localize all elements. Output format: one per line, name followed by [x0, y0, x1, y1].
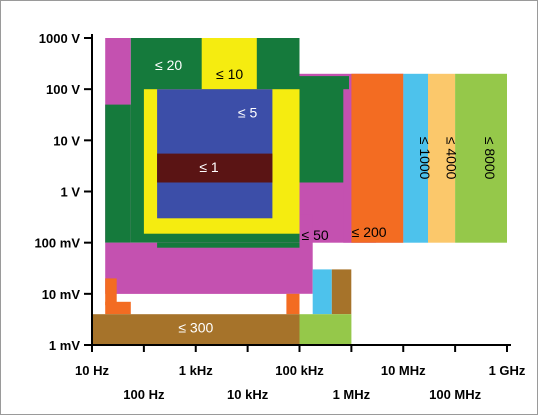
x-tick-label: 10 kHz: [227, 387, 269, 402]
y-tick-label: 10 mV: [42, 287, 81, 302]
x-tick-label: 10 MHz: [381, 363, 426, 378]
region-labels-layer: ≤ 20 ≤ 10 ≤ 5 ≤ 1 ≤ 50 ≤ 200 ≤ 300 ≤ 1000 ≤ 4000…: [155, 57, 498, 336]
x-tick-label: 1 GHz: [489, 363, 526, 378]
region-label: ≤ 1: [199, 159, 219, 175]
x-tick-label: 100 MHz: [429, 387, 482, 402]
region-le300-21: [331, 269, 352, 315]
region-label: ≤ 8000: [482, 137, 498, 180]
region-le20-4: [299, 76, 349, 183]
region-le200-19: [286, 293, 300, 315]
region-le300-22: [92, 314, 300, 345]
x-tick-label: 10 Hz: [75, 363, 109, 378]
region-label: ≤ 5: [238, 105, 258, 121]
x-tick-label: 100 kHz: [275, 363, 324, 378]
region-le50-6: [105, 242, 300, 294]
regions-layer: [92, 38, 507, 345]
region-label: ≤ 20: [155, 57, 182, 73]
x-tick-label: 1 MHz: [333, 387, 371, 402]
y-tick-label: 100 V: [46, 82, 80, 97]
region-le8000-23: [299, 314, 352, 345]
x-tick-label: 100 Hz: [123, 387, 165, 402]
region-le200-17: [105, 278, 117, 306]
region-label: ≤ 50: [302, 227, 329, 243]
region-label: ≤ 300: [178, 320, 213, 336]
region-label: ≤ 10: [216, 66, 243, 82]
region-label: ≤ 4000: [444, 137, 460, 180]
axes-layer: 1000 V 100 V 10 V 1 V 100 mV 10 mV 1 mV 10 Hz 10…: [34, 31, 525, 402]
y-tick-label: 100 mV: [34, 236, 80, 251]
region-le50-7: [299, 214, 313, 294]
region-le4000-11: [428, 73, 456, 243]
region-le20-2: [105, 104, 131, 243]
y-tick-label: 1000 V: [39, 31, 81, 46]
region-le200-18: [105, 301, 131, 315]
region-le1000-10: [403, 73, 429, 243]
region-label: ≤ 1000: [417, 137, 433, 180]
region-le1-16: [157, 153, 273, 183]
region-label: ≤ 200: [352, 224, 387, 240]
y-tick-label: 1 mV: [49, 338, 80, 353]
region-le8000-12: [455, 73, 507, 243]
x-tick-label: 1 kHz: [179, 363, 213, 378]
y-tick-label: 1 V: [60, 185, 80, 200]
region-le200-9: [351, 73, 404, 243]
region-le10-13: [201, 38, 257, 90]
region-le1000-20: [312, 269, 332, 315]
y-tick-label: 10 V: [53, 133, 80, 148]
region-le20-8: [157, 242, 300, 248]
